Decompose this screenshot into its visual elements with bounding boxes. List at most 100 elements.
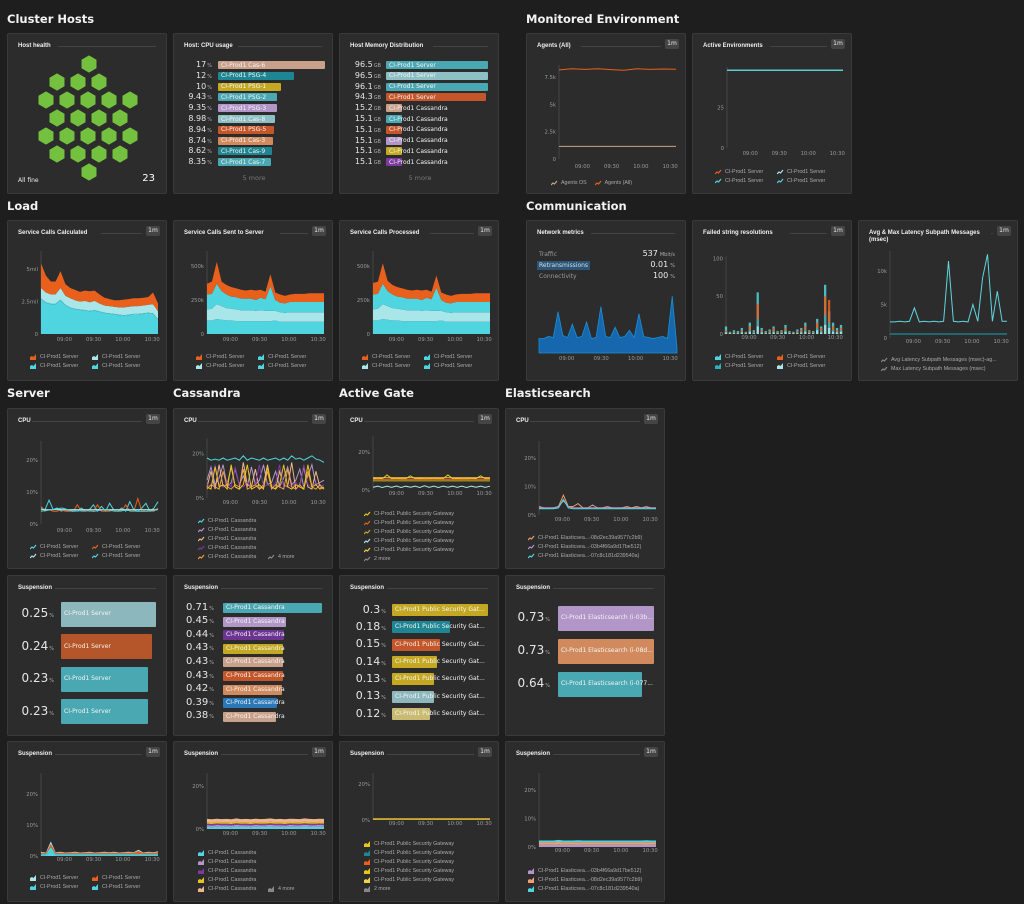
timeframe-button[interactable]: 1m (312, 226, 326, 236)
legend-item[interactable]: CI-Prod1 Public Security Gateway (364, 527, 489, 536)
more-link[interactable]: 5 more (242, 174, 266, 182)
list-item[interactable]: 15.1GB CI-Prod1 Cassandra (340, 146, 498, 156)
timeframe-button[interactable]: 1m (478, 226, 492, 236)
legend-item[interactable]: CI-Prod1 Cassandra (198, 875, 266, 884)
legend-item[interactable]: CI-Prod1 Server (92, 551, 152, 560)
timeframe-button[interactable]: 1m (831, 39, 845, 49)
legend-item[interactable]: CI-Prod1 Public Security Gateway (364, 536, 489, 545)
suspension-item[interactable]: 0.39% CI-Prod1 Cassandra (174, 697, 332, 709)
list-item[interactable]: 8.94% CI-Prod1 PSG-5 (174, 125, 332, 135)
legend-item[interactable]: CI-Prod1 Server (196, 352, 256, 361)
list-item[interactable]: 96.5GB CI-Prod1 Server (340, 71, 498, 81)
tile-latency[interactable]: Avg & Max Latency Subpath Messages (msec… (858, 220, 1018, 381)
suspension-item[interactable]: 0.43% CI-Prod1 Cassandra (174, 642, 332, 654)
legend-item[interactable]: CI-Prod1 Server (424, 361, 484, 370)
metric-row[interactable]: Connectivity 100% (537, 271, 675, 281)
timeframe-button[interactable]: 1m (644, 747, 658, 757)
legend-item[interactable]: CI-Prod1 Server (30, 882, 90, 891)
legend-item[interactable]: CI-Prod1 Elasticsea...-03b4f66a9d17be512… (528, 542, 660, 551)
tile-elasticsearch-suspension-chart[interactable]: Suspension 1m 0% 10% 20% 09:00 09:30 10:00 10:30… (505, 741, 665, 902)
tile-elasticsearch-suspension[interactable]: Suspension 0.73% CI-Prod1 Elasticsearch (i… (505, 575, 665, 736)
timeframe-button[interactable]: 1m (997, 226, 1011, 236)
timeframe-button[interactable]: 1m (831, 226, 845, 236)
legend-item[interactable]: CI-Prod1 Server (92, 882, 152, 891)
legend-item[interactable]: CI-Prod1 Cassandra (198, 884, 266, 893)
legend-item[interactable]: CI-Prod1 Server (92, 361, 152, 370)
suspension-item[interactable]: 0.13% CI-Prod1 Public Security Gat... (340, 672, 498, 686)
suspension-item[interactable]: 0.24% CI-Prod1 Server (8, 634, 166, 659)
legend-item[interactable]: CI-Prod1 Cassandra (198, 525, 266, 534)
list-item[interactable]: 96.5GB CI-Prod1 Server (340, 60, 498, 70)
tile-host-cpu-usage[interactable]: Host: CPU usage 17% CI-Prod1 Cas-6 12% CI-Pr… (173, 33, 333, 194)
legend-item[interactable]: CI-Prod1 Public Security Gateway (364, 875, 489, 884)
suspension-item[interactable]: 0.12% CI-Prod1 Public Security Gat... (340, 707, 498, 720)
legend-item[interactable]: CI-Prod1 Public Security Gateway (364, 545, 489, 554)
suspension-item[interactable]: 0.23% CI-Prod1 Server (8, 699, 166, 724)
suspension-item[interactable]: 0.45% CI-Prod1 Cassandra (174, 615, 332, 627)
list-item[interactable]: 9.35% CI-Prod1 PSG-3 (174, 103, 332, 113)
tile-service-calls-calculated[interactable]: Service Calls Calculated 1m 0 2.5mil 5mil 09:… (7, 220, 167, 381)
suspension-item[interactable]: 0.71% CI-Prod1 Cassandra (174, 602, 332, 613)
legend-item[interactable]: CI-Prod1 Server (715, 352, 775, 361)
legend-item[interactable]: CI-Prod1 Cassandra (198, 857, 266, 866)
list-item[interactable]: 15.1GB CI-Prod1 Cassandra (340, 157, 498, 167)
legend-item[interactable]: CI-Prod1 Server (777, 361, 837, 370)
timeframe-button[interactable]: 1m (146, 414, 160, 424)
tile-active-gate-suspension-chart[interactable]: Suspension 1m 0% 20% 09:00 09:30 10:00 10:30 CI-… (339, 741, 499, 902)
suspension-item[interactable]: 0.23% CI-Prod1 Server (8, 666, 166, 692)
legend-item[interactable]: CI-Prod1 Cassandra (198, 543, 266, 552)
legend-item[interactable]: CI-Prod1 Cassandra (198, 552, 266, 561)
tile-active-environments[interactable]: Active Environments 1m 0 25 09:00 09:30 10:00 1… (692, 33, 852, 194)
legend-item[interactable]: CI-Prod1 Public Security Gateway (364, 839, 489, 848)
suspension-item[interactable]: 0.64% CI-Prod1 Elasticsearch (i-077... (506, 671, 664, 697)
tile-server-cpu[interactable]: CPU 1m 0% 10% 20% 09:00 09:30 10:00 10:30 CI-Prod… (7, 408, 167, 569)
legend-item[interactable]: CI-Prod1 Server (30, 361, 90, 370)
legend-more[interactable]: 4 more (268, 884, 295, 893)
tile-cassandra-suspension-chart[interactable]: Suspension 1m 0% 20% 09:00 09:30 10:00 10:30 CI-… (173, 741, 333, 902)
legend-item[interactable]: CI-Prod1 Server (777, 176, 837, 185)
legend-item[interactable]: CI-Prod1 Server (258, 352, 318, 361)
legend-more[interactable]: 2 more (364, 554, 391, 563)
legend-item[interactable]: CI-Prod1 Server (30, 352, 90, 361)
legend-item[interactable]: CI-Prod1 Server (196, 361, 256, 370)
legend-item[interactable]: CI-Prod1 Cassandra (198, 534, 266, 543)
legend-item[interactable]: CI-Prod1 Server (715, 361, 775, 370)
legend-item[interactable]: CI-Prod1 Elasticsea...-08d2ec39a9577c2b9… (528, 875, 660, 884)
suspension-item[interactable]: 0.43% CI-Prod1 Cassandra (174, 670, 332, 681)
tile-network-metrics[interactable]: Network metrics Traffic 537 Mbit/s Retransmi… (526, 220, 686, 381)
tile-server-suspension-chart[interactable]: Suspension 1m 0% 10% 20% 09:00 09:30 10:00 10:30… (7, 741, 167, 902)
legend-item[interactable]: CI-Prod1 Public Security Gateway (364, 857, 489, 866)
legend-item[interactable]: CI-Prod1 Public Security Gateway (364, 848, 489, 857)
list-item[interactable]: 8.74% CI-Prod1 Cas-3 (174, 136, 332, 146)
tile-host-memory[interactable]: Host Memory Distribution 96.5GB CI-Prod1 S… (339, 33, 499, 194)
suspension-item[interactable]: 0.38% CI-Prod1 Cassandra (174, 710, 332, 722)
suspension-item[interactable]: 0.73% CI-Prod1 Elasticsearch (i-03b... (506, 605, 664, 631)
tile-host-health[interactable]: Host health All fine 23 (7, 33, 167, 194)
list-item[interactable]: 15.1GB CI-Prod1 Cassandra (340, 114, 498, 124)
timeframe-button[interactable]: 1m (665, 39, 679, 49)
legend-item[interactable]: CI-Prod1 Server (715, 167, 775, 176)
suspension-item[interactable]: 0.25% CI-Prod1 Server (8, 601, 166, 627)
list-item[interactable]: 15.2GB CI-Prod1 Cassandra (340, 103, 498, 113)
legend-item[interactable]: CI-Prod1 Server (777, 167, 837, 176)
legend-item[interactable]: CI-Prod1 Elasticsea...-08d2ec39a9577c2b9… (528, 533, 660, 542)
legend-item[interactable]: CI-Prod1 Server (30, 873, 90, 882)
legend-item[interactable]: Avg Latency Subpath Messages (msec)-ag..… (881, 355, 1011, 364)
tile-failed-string-resolutions[interactable]: Failed string resolutions 1m 0 50 100 09:00 09… (692, 220, 852, 381)
list-item[interactable]: 17% CI-Prod1 Cas-6 (174, 60, 332, 70)
list-item[interactable]: 9.43% CI-Prod1 PSG-2 (174, 92, 332, 102)
metric-row[interactable]: Traffic 537 Mbit/s (537, 249, 675, 259)
legend-item[interactable]: CI-Prod1 Public Security Gateway (364, 866, 489, 875)
legend-item[interactable]: CI-Prod1 Public Security Gateway (364, 509, 489, 518)
legend-item[interactable]: CI-Prod1 Server (92, 542, 152, 551)
legend-item[interactable]: CI-Prod1 Server (715, 176, 775, 185)
tile-active-gate-cpu[interactable]: CPU 1m 0% 20% 09:00 09:30 10:00 10:30 CI-Prod1 P… (339, 408, 499, 569)
list-item[interactable]: 8.62% CI-Prod1 Cas-9 (174, 146, 332, 156)
timeframe-button[interactable]: 1m (146, 747, 160, 757)
legend-item[interactable]: CI-Prod1 Server (362, 352, 422, 361)
legend-item[interactable]: CI-Prod1 Server (362, 361, 422, 370)
suspension-item[interactable]: 0.43% CI-Prod1 Cassandra (174, 656, 332, 668)
legend-item[interactable]: CI-Prod1 Cassandra (198, 516, 266, 525)
tile-cassandra-cpu[interactable]: CPU 1m 0% 20% 09:00 09:30 10:00 10:30 CI-Prod1 C… (173, 408, 333, 569)
timeframe-button[interactable]: 1m (312, 747, 326, 757)
